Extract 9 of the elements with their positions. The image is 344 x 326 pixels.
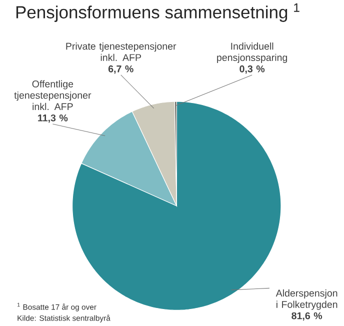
data-label: 0,3 % <box>240 66 265 74</box>
chart-title: Pensjonsformuens sammensetning $^{1}$ <box>16 4 300 22</box>
slice-label: Private tjenestepensjoner inkl. AFP <box>66 42 176 62</box>
data-label: 11,3 % <box>38 114 68 123</box>
slice-label: Offentlige tjenestepensjoner inkl. AFP <box>14 80 92 110</box>
data-label: 81,6 % <box>292 312 322 321</box>
slice-label: Individuell pensjonssparing <box>217 42 288 64</box>
data-label: 6,7 % <box>108 66 134 74</box>
slice-label: Alderspensjon i Folketrygden <box>276 290 338 310</box>
